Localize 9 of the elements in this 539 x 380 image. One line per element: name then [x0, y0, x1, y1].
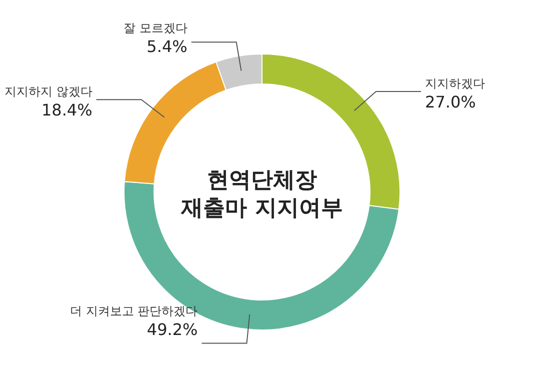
slice-label: 지지하겠다: [425, 76, 486, 90]
slice-label: 잘 모르겠다: [124, 21, 188, 36]
data-label: 5.4%: [146, 37, 188, 56]
data-label: 18.4%: [41, 100, 92, 120]
data-label: 49.2%: [146, 320, 198, 340]
slice-label: 지지하지 않겠다: [4, 84, 92, 99]
data-label: 27.0%: [425, 92, 476, 112]
slice-label: 더 지켜보고 판단하겠다: [70, 304, 198, 318]
title: 현역단체장 재출마 지지여부: [181, 168, 343, 221]
